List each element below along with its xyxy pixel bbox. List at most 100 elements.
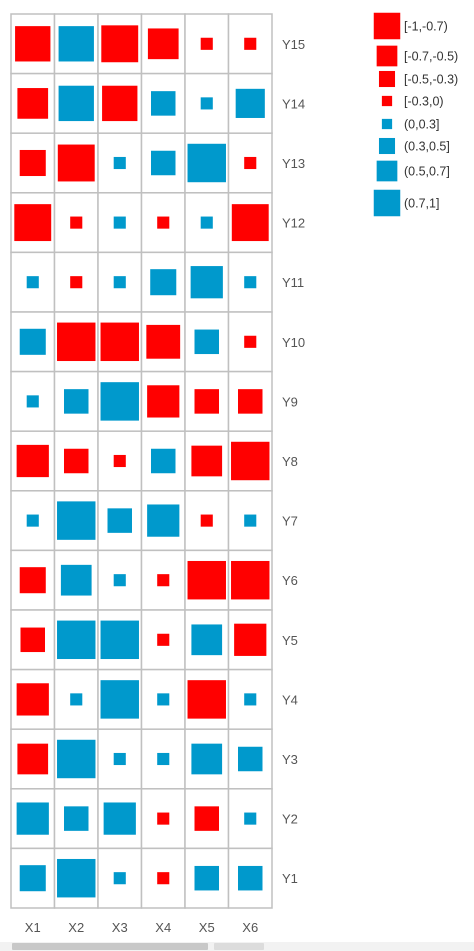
heatmap-mark-Y4-X2 [70, 693, 83, 706]
heatmap-mark-Y5-X3 [100, 620, 139, 660]
heatmap-mark-Y12-X6 [231, 204, 269, 242]
x-tick-label: X1 [25, 920, 41, 935]
heatmap-mark-Y15-X5 [200, 37, 213, 50]
heatmap-mark-Y11-X4 [150, 269, 177, 296]
legend-label: [-1,-0.7) [404, 20, 448, 34]
heatmap-mark-Y10-X6 [244, 335, 257, 348]
y-axis-labels: Y15 Y14 Y13 Y12 Y11 Y10 Y9 Y8 Y7 Y6 Y5 Y4 Y3 Y2 Y1 [282, 37, 305, 886]
heatmap-mark-Y1-X6 [238, 865, 263, 891]
heatmap-mark-Y1-X1 [19, 865, 46, 892]
heatmap-mark-Y15-X1 [15, 26, 51, 62]
heatmap-mark-Y5-X5 [191, 624, 223, 656]
heatmap-mark-Y9-X1 [26, 395, 39, 408]
legend-label: [-0.5,-0.3) [404, 73, 458, 87]
heatmap-mark-Y1-X3 [113, 872, 126, 885]
heatmap-mark-Y1-X4 [157, 872, 170, 885]
heatmap-mark-Y13-X3 [113, 156, 126, 170]
legend-label: (0.3,0.5] [404, 140, 450, 154]
heatmap-mark-Y4-X1 [16, 683, 49, 716]
heatmap-mark-Y2-X4 [157, 812, 170, 825]
x-tick-label: X3 [112, 920, 128, 935]
heatmap-mark-Y6-X4 [157, 574, 170, 587]
y-tick-label: Y12 [282, 216, 305, 231]
y-tick-label: Y6 [282, 573, 298, 588]
heatmap-mark-Y4-X5 [187, 680, 226, 719]
heatmap-mark-Y10-X3 [100, 322, 139, 362]
heatmap-mark-Y11-X2 [70, 276, 83, 289]
legend-swatch [381, 95, 393, 107]
heatmap-mark-Y3-X2 [57, 739, 96, 779]
heatmap-mark-Y6-X3 [113, 574, 126, 587]
heatmap-mark-Y12-X4 [157, 216, 170, 229]
heatmap-mark-Y3-X4 [157, 752, 170, 766]
heatmap-mark-Y14-X6 [235, 88, 265, 118]
y-tick-label: Y10 [282, 335, 305, 350]
heatmap-mark-Y2-X1 [16, 802, 49, 835]
y-tick-label: Y8 [282, 454, 298, 469]
heatmap-mark-Y8-X2 [64, 448, 89, 474]
heatmap-mark-Y13-X2 [57, 144, 95, 182]
heatmap-mark-Y1-X5 [194, 865, 219, 891]
heatmap-mark-Y15-X6 [244, 37, 257, 50]
legend-swatch [373, 189, 401, 217]
heatmap-mark-Y6-X1 [19, 567, 46, 594]
heatmap-mark-Y4-X4 [157, 693, 170, 706]
heatmap-mark-Y5-X6 [234, 623, 267, 656]
heatmap-mark-Y14-X5 [200, 97, 213, 110]
heatmap-mark-Y7-X2 [57, 501, 96, 540]
heatmap-cells [10, 13, 273, 909]
legend-label: (0.7,1] [404, 197, 439, 211]
y-tick-label: Y13 [282, 156, 305, 171]
heatmap-mark-Y12-X3 [113, 216, 126, 229]
heatmap-mark-Y14-X4 [151, 91, 176, 116]
x-axis-labels: X1 X2 X3 X4 X5 X6 [25, 920, 258, 935]
heatmap-mark-Y8-X4 [151, 448, 176, 474]
legend-swatch [381, 118, 393, 130]
heatmap-mark-Y11-X5 [190, 266, 223, 299]
horizontal-scrollbar[interactable] [0, 942, 474, 951]
heatmap-mark-Y9-X4 [147, 385, 180, 418]
heatmap-mark-Y7-X4 [147, 504, 180, 537]
heatmap-mark-Y11-X1 [26, 276, 39, 289]
legend: [-1,-0.7) [-0.7,-0.5) [-0.5,-0.3) [-0.3,0) (… [373, 12, 458, 217]
heatmap-mark-Y6-X6 [231, 560, 270, 600]
heatmap-mark-Y8-X6 [231, 441, 270, 481]
heatmap-mark-Y2-X3 [103, 802, 136, 835]
y-tick-label: Y14 [282, 96, 305, 111]
legend-label: (0,0.3] [404, 118, 439, 132]
heatmap-mark-Y2-X6 [244, 812, 257, 825]
scrollbar-thumb[interactable] [12, 943, 208, 950]
y-tick-label: Y3 [282, 752, 298, 767]
heatmap-mark-Y12-X2 [70, 216, 83, 229]
scrollbar-track-segment [214, 943, 264, 950]
heatmap-mark-Y12-X1 [14, 204, 52, 242]
heatmap-cell [140, 192, 186, 254]
heatmap-mark-Y15-X4 [147, 28, 179, 60]
x-tick-label: X5 [199, 920, 215, 935]
heatmap-mark-Y11-X6 [244, 276, 257, 289]
heatmap-mark-Y9-X3 [100, 382, 139, 421]
heatmap-mark-Y11-X3 [113, 276, 126, 289]
heatmap-mark-Y9-X5 [194, 389, 219, 414]
heatmap-mark-Y14-X3 [102, 85, 138, 122]
y-tick-label: Y1 [282, 871, 298, 886]
heatmap-cell [227, 847, 273, 909]
heatmap-mark-Y10-X1 [19, 328, 46, 355]
heatmap-mark-Y2-X5 [194, 806, 219, 831]
heatmap-mark-Y14-X2 [58, 85, 94, 122]
heatmap-mark-Y4-X3 [100, 680, 139, 719]
y-tick-label: Y2 [282, 812, 298, 827]
heatmap-mark-Y14-X1 [17, 88, 49, 119]
heatmap-mark-Y2-X2 [64, 806, 89, 831]
heatmap-mark-Y6-X2 [60, 564, 92, 596]
heatmap-mark-Y7-X5 [200, 514, 213, 527]
legend-swatch [376, 45, 398, 67]
heatmap-mark-Y8-X3 [113, 454, 126, 468]
heatmap-mark-Y5-X2 [57, 620, 96, 660]
legend-swatch [373, 12, 401, 40]
heatmap-mark-Y13-X1 [19, 149, 46, 177]
heatmap-mark-Y13-X6 [244, 156, 257, 170]
heatmap-mark-Y10-X2 [57, 322, 96, 362]
heatmap-mark-Y1-X2 [57, 858, 96, 898]
